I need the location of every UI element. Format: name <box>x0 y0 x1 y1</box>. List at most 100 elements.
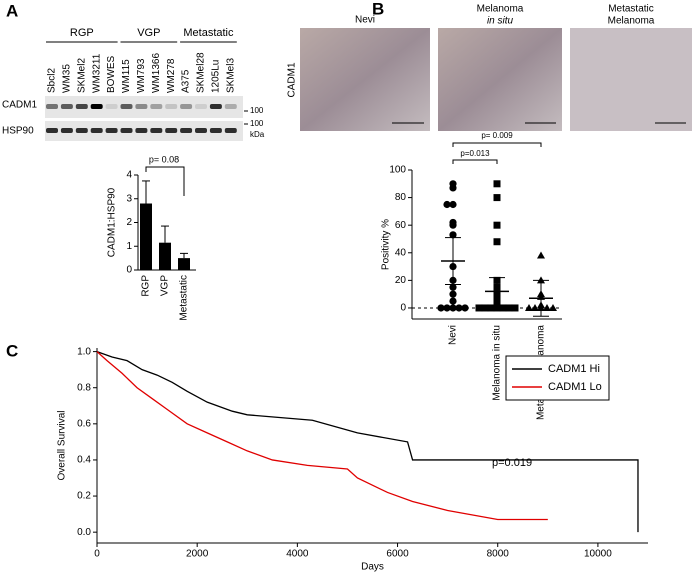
lane-label: WM35 <box>62 64 73 93</box>
blot-band <box>195 128 207 133</box>
blot-band <box>46 104 58 109</box>
dot <box>481 304 489 312</box>
blot-band <box>195 104 207 109</box>
x-tick-label: Nevi <box>448 325 459 345</box>
dot <box>487 304 495 312</box>
dot <box>449 304 457 312</box>
survival-line <box>96 351 548 521</box>
lane-label: WM115 <box>121 59 132 93</box>
y-tick-label: 0.4 <box>77 455 91 466</box>
blot-band <box>135 128 148 133</box>
dot <box>449 297 457 305</box>
x-tick-label: 2000 <box>186 549 209 560</box>
blot-band <box>75 128 88 133</box>
x-tick-label: RGP <box>141 275 152 297</box>
y-tick-label: 0.8 <box>77 382 91 393</box>
y-tick-label: 80 <box>395 192 407 203</box>
blot-band <box>46 128 58 133</box>
lane-label: SKMel3 <box>225 58 236 93</box>
dot <box>531 303 539 311</box>
dot <box>493 180 501 188</box>
histology-row-label: CADM1 <box>287 62 298 97</box>
dot <box>449 200 457 209</box>
blot-band <box>224 104 237 109</box>
y-tick-label: 4 <box>126 170 132 181</box>
legend-label: CADM1 Lo <box>548 381 602 393</box>
panel-label: B <box>372 0 384 18</box>
y-tick-label: 0.2 <box>77 491 91 502</box>
dot <box>443 304 451 312</box>
x-tick-label: 4000 <box>286 549 309 560</box>
dot <box>537 251 545 259</box>
dot <box>437 304 445 312</box>
y-axis-label: CADM1:HSP90 <box>107 187 118 257</box>
y-tick-label: 1 <box>126 241 132 252</box>
blot-band <box>75 104 88 109</box>
x-tick-label: 8000 <box>487 549 510 560</box>
y-tick-label: 3 <box>126 193 132 204</box>
lane-label: SKMel2 <box>76 58 87 93</box>
dot <box>449 184 457 192</box>
survival-line <box>96 350 639 533</box>
histology-header: Nevi <box>355 15 375 26</box>
y-tick-label: 2 <box>126 217 132 228</box>
blot-band <box>120 104 133 109</box>
y-tick-label: 0.6 <box>77 418 91 429</box>
marker-label: 100 <box>250 119 264 128</box>
dot <box>505 304 513 312</box>
y-axis-label: Positivity % <box>381 219 392 270</box>
lane-label: 1205Lu <box>211 60 222 93</box>
blot-row-label: HSP90 <box>2 126 34 137</box>
histology-image <box>570 28 692 131</box>
blot-band <box>209 128 222 133</box>
panel-label: A <box>6 1 18 20</box>
dot <box>499 304 507 312</box>
blot-band <box>150 104 163 109</box>
histology-header: Melanoma <box>608 16 655 27</box>
blot-band <box>165 128 178 133</box>
group-label: Metastatic <box>183 27 234 39</box>
blot-band <box>105 104 118 109</box>
y-tick-label: 40 <box>395 247 407 258</box>
blot-row-label: CADM1 <box>2 100 37 111</box>
x-axis-label: Days <box>361 562 384 573</box>
dot <box>493 238 501 246</box>
annotation: p= 0.009 <box>481 131 513 140</box>
lane-label: WM793 <box>136 58 147 93</box>
bracket <box>452 142 542 147</box>
dot <box>449 221 457 229</box>
y-tick-label: 20 <box>395 275 407 286</box>
histology: CADM1 Nevi Melanoma in situ Metastatic M… <box>287 4 692 131</box>
blot-band <box>60 104 73 109</box>
dot <box>455 304 463 312</box>
y-tick-label: 1.0 <box>77 346 91 357</box>
bar <box>159 242 171 270</box>
legend-label: CADM1 Hi <box>548 363 600 375</box>
group-label: RGP <box>70 27 94 39</box>
annotation: p= 0.08 <box>149 154 179 164</box>
dot <box>461 304 469 312</box>
marker-unit: kDa <box>250 130 265 139</box>
x-tick-label: 10000 <box>584 549 612 560</box>
blot-band <box>90 128 103 133</box>
histology-image <box>300 28 430 131</box>
blot-band <box>90 104 103 109</box>
x-tick-label: 0 <box>94 549 100 560</box>
lane-label: SKMel28 <box>196 52 207 93</box>
dot <box>443 200 451 209</box>
blot-band <box>209 104 222 109</box>
lane-label: WM278 <box>166 58 177 93</box>
x-tick-label: 6000 <box>386 549 409 560</box>
blot-image <box>45 96 243 118</box>
panel-label: C <box>6 341 18 360</box>
dot <box>449 290 457 298</box>
blot-band <box>135 104 148 109</box>
x-tick-label: VGP <box>160 275 171 296</box>
y-tick-label: 60 <box>395 220 407 231</box>
marker-label: 100 <box>250 106 264 115</box>
dot <box>493 194 501 202</box>
lane-label: WM1366 <box>151 53 162 93</box>
bar <box>178 258 190 270</box>
bracket <box>145 166 185 196</box>
